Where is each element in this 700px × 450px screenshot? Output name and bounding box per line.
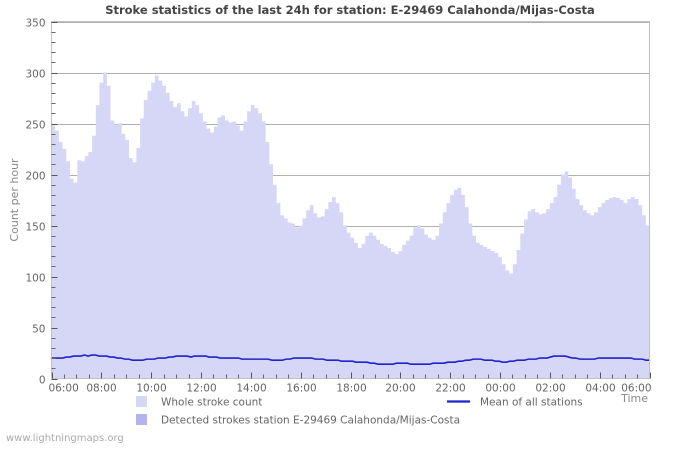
x-tick-label: 10:00 [136, 383, 166, 395]
x-tick-label: 22:00 [435, 383, 465, 395]
y-tick-label: 0 [39, 374, 46, 386]
x-axis-ticks: 06:00 08:00 10:00 12:00 14:00 16:00 18:00 20:00… [49, 372, 652, 395]
x-tick-label: 20:00 [385, 383, 415, 395]
x-tick-label: 00:00 [485, 383, 515, 395]
x-tick-label: 06:00 [49, 383, 79, 395]
x-tick-label: 02:00 [535, 383, 565, 395]
x-tick-label: 08:00 [86, 383, 116, 395]
legend-label: Mean of all stations [480, 397, 583, 409]
y-tick-label: 200 [25, 170, 45, 182]
legend-label: Whole stroke count [161, 397, 262, 409]
line-series-group [50, 354, 651, 366]
y-axis-ticks: 0 50 100 150 200 250 300 350 [25, 17, 58, 386]
y-axis-title: Count per hour [8, 158, 21, 242]
x-tick-label: 06:00 [621, 383, 651, 395]
y-tick-label: 150 [25, 221, 45, 233]
watermark: www.lightningmaps.org [6, 433, 124, 444]
chart-title: Stroke statistics of the last 24h for st… [105, 3, 595, 17]
x-tick-label: 12:00 [186, 383, 216, 395]
plot-area-border [51, 21, 650, 379]
y-tick-label: 250 [25, 119, 45, 131]
x-axis-title: Time [620, 392, 648, 405]
y-tick-label: 50 [32, 323, 45, 335]
x-tick-label: 04:00 [585, 383, 615, 395]
x-tick-label: 16:00 [286, 383, 316, 395]
mean-line-series [50, 354, 651, 366]
area-series [51, 72, 650, 379]
legend-swatch [136, 414, 147, 425]
chart-legend: Whole stroke count Detected strokes stati… [136, 396, 583, 427]
y-tick-label: 300 [25, 68, 45, 80]
x-tick-label: 14:00 [236, 383, 266, 395]
x-tick-label: 18:00 [336, 383, 366, 395]
legend-swatch [136, 396, 147, 407]
y-tick-label: 350 [25, 17, 45, 29]
area-series-group [51, 72, 650, 379]
legend-label: Detected strokes station E-29469 Calahon… [161, 415, 460, 427]
y-tick-label: 100 [25, 272, 45, 284]
